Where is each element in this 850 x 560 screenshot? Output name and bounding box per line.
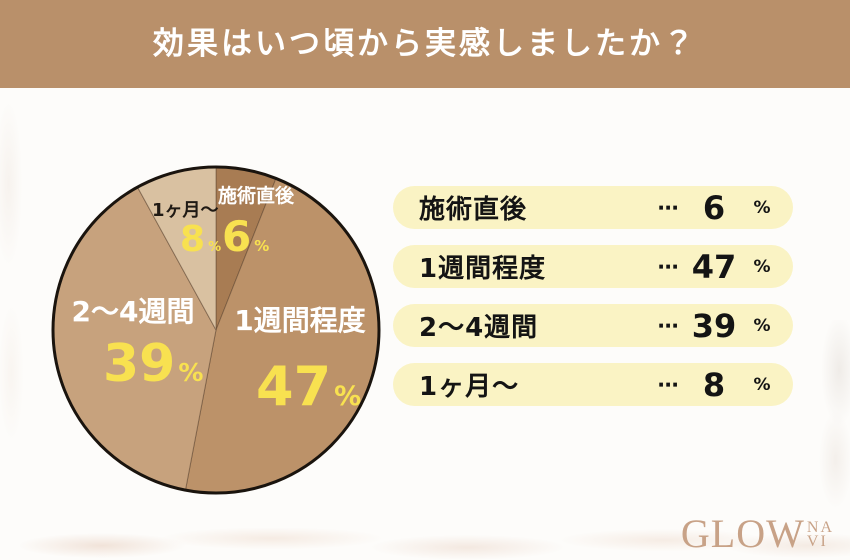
percent-sign: % bbox=[334, 381, 362, 412]
legend-row-immediately-after: 施術直後 ⋯ 6 % bbox=[393, 186, 793, 229]
logo-sub-text: NA VI bbox=[806, 519, 834, 550]
slice-value-number: 6 bbox=[222, 212, 252, 261]
legend-row-value: 47 bbox=[691, 247, 737, 286]
slice-value-number: 39 bbox=[103, 334, 176, 394]
legend-row-label: 2〜4週間 bbox=[419, 313, 539, 343]
logo-sub-bottom: VI bbox=[806, 533, 828, 550]
title-banner: 効果はいつ頃から実感しましたか？ bbox=[0, 0, 850, 88]
page-title: 効果はいつ頃から実感しましたか？ bbox=[153, 25, 697, 62]
legend-row-one-week: 1週間程度 ⋯ 47 % bbox=[393, 245, 793, 288]
percent-sign: % bbox=[208, 240, 222, 255]
slice-value-immediately-after: 6 % bbox=[222, 216, 269, 258]
slice-value-one-week: 47 % bbox=[256, 360, 361, 414]
background-texture-right bbox=[814, 320, 850, 520]
slice-value-one-month-plus: 8 % bbox=[180, 222, 221, 258]
dots-separator: ⋯ bbox=[657, 372, 679, 397]
legend-row-two-four-weeks: 2〜4週間 ⋯ 39 % bbox=[393, 304, 793, 347]
brand-logo: GLOW NA VI bbox=[681, 514, 834, 554]
slice-value-number: 47 bbox=[256, 355, 332, 418]
legend-row-value: 6 bbox=[702, 188, 726, 227]
percent-sign: % bbox=[753, 256, 771, 277]
legend-row-value: 39 bbox=[691, 306, 737, 345]
slice-value-number: 8 bbox=[180, 219, 206, 260]
slice-label-immediately-after: 施術直後 bbox=[218, 185, 295, 207]
logo-sub-top: NA bbox=[806, 519, 834, 537]
percent-sign: % bbox=[254, 237, 270, 255]
legend-row-one-month-plus: 1ヶ月〜 ⋯ 8 % bbox=[393, 363, 793, 406]
legend-row-label: 施術直後 bbox=[419, 195, 528, 225]
percent-sign: % bbox=[753, 374, 771, 395]
legend-row-label: 1週間程度 bbox=[419, 254, 547, 284]
dots-separator: ⋯ bbox=[657, 254, 679, 279]
percent-sign: % bbox=[178, 358, 204, 387]
slice-label-one-week: 1週間程度 bbox=[234, 304, 366, 337]
dots-separator: ⋯ bbox=[657, 313, 679, 338]
legend: 施術直後 ⋯ 6 % 1週間程度 ⋯ 47 % 2〜4週間 ⋯ 39 % 1ヶ月… bbox=[393, 186, 793, 422]
percent-sign: % bbox=[753, 197, 771, 218]
background-texture-left bbox=[0, 100, 28, 520]
percent-sign: % bbox=[753, 315, 771, 336]
pie-chart-svg bbox=[51, 165, 381, 495]
logo-main-text: GLOW bbox=[680, 511, 805, 556]
legend-row-value: 8 bbox=[702, 365, 726, 404]
pie-chart: 施術直後 6 % 1週間程度 47 % 2〜4週間 39 % 1ヶ月〜 8 % bbox=[46, 160, 386, 500]
slice-label-two-four-weeks: 2〜4週間 bbox=[71, 295, 195, 328]
slice-value-two-four-weeks: 39 % bbox=[103, 338, 203, 390]
slice-label-one-month-plus: 1ヶ月〜 bbox=[152, 200, 219, 221]
pie-outline bbox=[51, 165, 381, 495]
legend-row-label: 1ヶ月〜 bbox=[419, 372, 520, 402]
dots-separator: ⋯ bbox=[657, 195, 679, 220]
